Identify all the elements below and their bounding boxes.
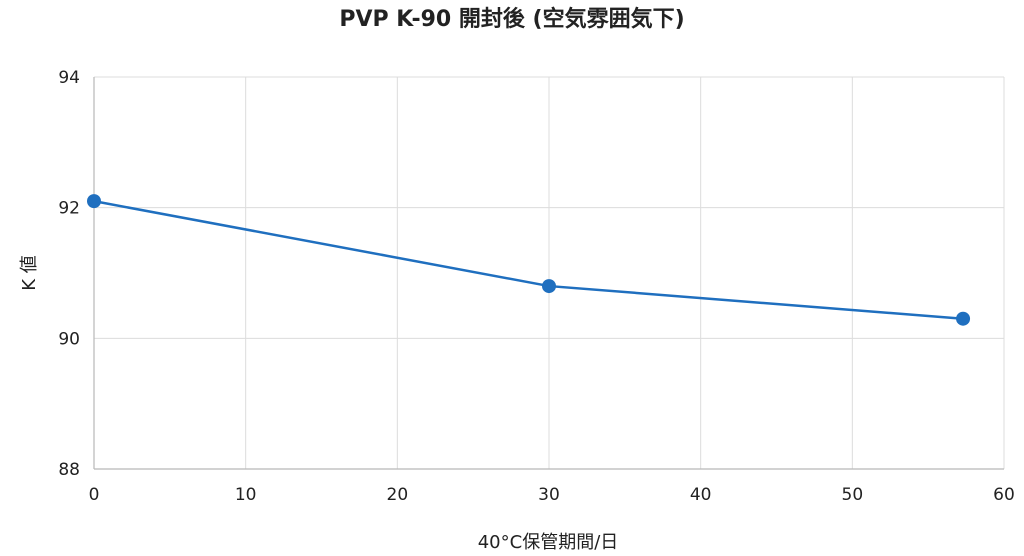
x-tick-label: 10	[235, 485, 257, 505]
y-tick-label: 90	[58, 329, 80, 349]
y-tick-label: 88	[58, 460, 80, 480]
x-tick-label: 30	[538, 485, 560, 505]
tick-labels: 0 10 20 30 40 50 60 88 90 92 94	[58, 68, 1014, 505]
axes	[93, 77, 1004, 470]
data-point	[956, 311, 971, 326]
x-tick-label: 60	[993, 485, 1015, 505]
grid	[93, 76, 1005, 470]
chart-title: PVP K-90 開封後 (空気雰囲気下)	[339, 6, 684, 32]
series-line	[93, 199, 964, 320]
y-tick-label: 92	[58, 199, 80, 219]
x-tick-label: 20	[387, 485, 409, 505]
x-tick-label: 0	[89, 485, 100, 505]
x-tick-label: 50	[842, 485, 864, 505]
x-axis-label: 40°C保管期間/日	[478, 532, 619, 553]
y-tick-label: 94	[58, 68, 80, 88]
data-point	[542, 279, 556, 294]
x-tick-label: 40	[690, 485, 712, 505]
y-axis-label: K 値	[19, 255, 40, 291]
data-point	[87, 194, 101, 209]
series	[87, 194, 971, 326]
